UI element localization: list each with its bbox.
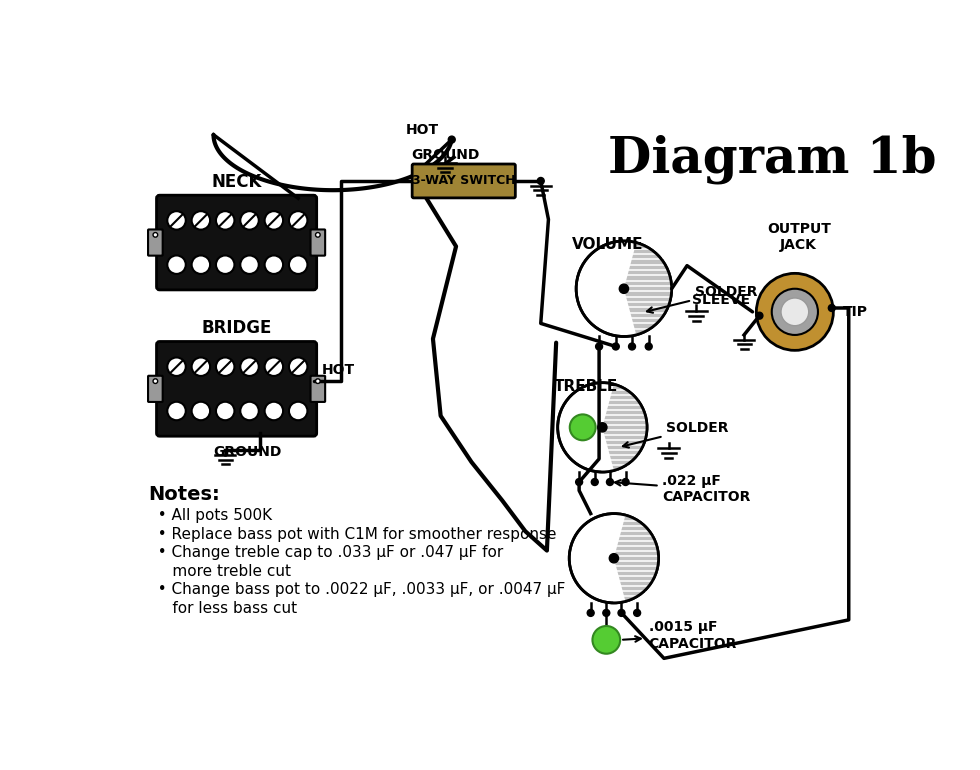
Circle shape	[448, 136, 456, 143]
Text: GROUND: GROUND	[214, 445, 282, 460]
Circle shape	[607, 478, 613, 485]
Circle shape	[216, 357, 234, 376]
Circle shape	[153, 379, 158, 383]
Circle shape	[558, 383, 647, 472]
Circle shape	[598, 423, 607, 432]
Circle shape	[772, 289, 818, 335]
Text: • Replace bass pot with C1M for smoother response: • Replace bass pot with C1M for smoother…	[148, 527, 557, 541]
FancyBboxPatch shape	[413, 164, 515, 198]
Text: • Change treble cap to .033 μF or .047 μF for: • Change treble cap to .033 μF or .047 μ…	[148, 545, 504, 560]
Circle shape	[622, 478, 629, 485]
Circle shape	[628, 343, 635, 350]
Circle shape	[240, 357, 259, 376]
Text: OUTPUT
JACK: OUTPUT JACK	[766, 222, 831, 252]
Circle shape	[645, 343, 653, 350]
Circle shape	[587, 610, 594, 616]
Circle shape	[265, 357, 283, 376]
Circle shape	[216, 402, 234, 420]
Circle shape	[575, 478, 582, 485]
Text: NECK: NECK	[212, 172, 262, 190]
Circle shape	[828, 304, 835, 311]
Circle shape	[593, 626, 620, 654]
FancyBboxPatch shape	[157, 195, 317, 290]
Circle shape	[757, 273, 833, 350]
Text: SOLDER: SOLDER	[647, 285, 758, 313]
Text: .0015 μF
CAPACITOR: .0015 μF CAPACITOR	[623, 621, 737, 651]
Circle shape	[265, 256, 283, 274]
Text: Diagram 1b: Diagram 1b	[608, 135, 936, 184]
Circle shape	[618, 610, 625, 616]
Text: BRIDGE: BRIDGE	[202, 319, 271, 336]
Wedge shape	[603, 384, 647, 470]
Circle shape	[289, 357, 308, 376]
Circle shape	[265, 211, 283, 229]
Text: HOT: HOT	[321, 363, 355, 377]
Circle shape	[756, 313, 762, 319]
Circle shape	[316, 379, 320, 383]
Circle shape	[240, 256, 259, 274]
Text: SLEEVE: SLEEVE	[692, 293, 751, 307]
Text: VOLUME: VOLUME	[572, 237, 644, 252]
Circle shape	[289, 211, 308, 229]
Circle shape	[168, 357, 186, 376]
Circle shape	[168, 211, 186, 229]
Circle shape	[576, 241, 671, 336]
Circle shape	[192, 256, 210, 274]
FancyBboxPatch shape	[157, 341, 317, 436]
Text: more treble cut: more treble cut	[148, 564, 291, 578]
Text: TREBLE: TREBLE	[554, 379, 618, 393]
Circle shape	[634, 610, 641, 616]
Circle shape	[596, 343, 603, 350]
Circle shape	[603, 610, 610, 616]
Circle shape	[316, 233, 320, 237]
Text: Notes:: Notes:	[148, 485, 220, 504]
Text: .022 μF
CAPACITOR: .022 μF CAPACITOR	[615, 474, 751, 504]
Circle shape	[537, 177, 544, 184]
Circle shape	[240, 402, 259, 420]
Circle shape	[781, 298, 808, 326]
Circle shape	[569, 514, 659, 603]
Circle shape	[289, 402, 308, 420]
Text: 3-WAY SWITCH: 3-WAY SWITCH	[412, 175, 515, 187]
Circle shape	[192, 211, 210, 229]
FancyBboxPatch shape	[311, 376, 325, 402]
Circle shape	[216, 256, 234, 274]
Circle shape	[289, 256, 308, 274]
Text: TIP: TIP	[843, 305, 867, 319]
Text: for less bass cut: for less bass cut	[148, 601, 297, 615]
Wedge shape	[624, 243, 671, 335]
Circle shape	[265, 402, 283, 420]
Circle shape	[192, 357, 210, 376]
Text: SOLDER: SOLDER	[623, 421, 729, 447]
Circle shape	[168, 256, 186, 274]
Text: • Change bass pot to .0022 μF, .0033 μF, or .0047 μF: • Change bass pot to .0022 μF, .0033 μF,…	[148, 582, 565, 597]
Text: GROUND: GROUND	[412, 148, 480, 162]
Circle shape	[240, 211, 259, 229]
Text: HOT: HOT	[406, 123, 439, 137]
Wedge shape	[613, 515, 659, 601]
Circle shape	[612, 343, 619, 350]
Circle shape	[619, 284, 628, 293]
Circle shape	[168, 402, 186, 420]
FancyBboxPatch shape	[148, 376, 163, 402]
FancyBboxPatch shape	[148, 229, 163, 256]
Text: • All pots 500K: • All pots 500K	[148, 508, 272, 523]
FancyBboxPatch shape	[311, 229, 325, 256]
Circle shape	[569, 414, 596, 440]
Circle shape	[192, 402, 210, 420]
Circle shape	[610, 554, 618, 563]
Circle shape	[216, 211, 234, 229]
Circle shape	[591, 478, 598, 485]
Circle shape	[153, 233, 158, 237]
